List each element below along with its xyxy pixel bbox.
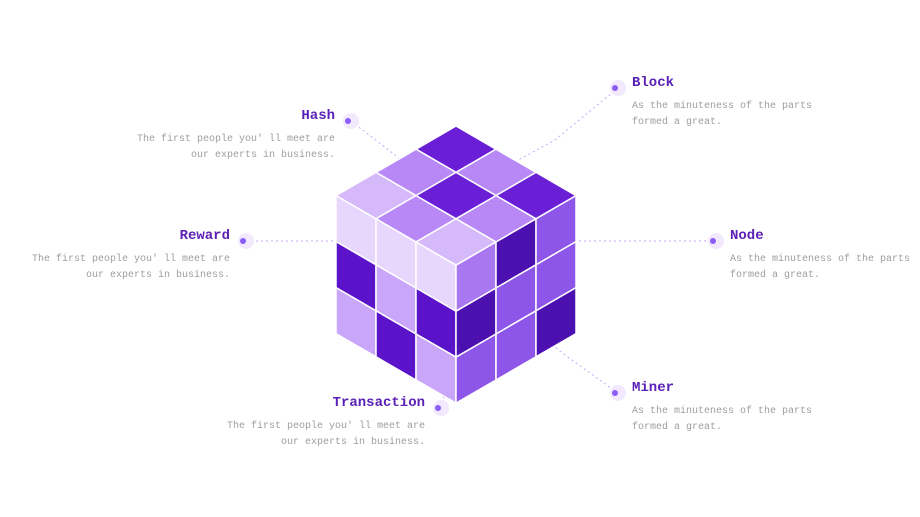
label-miner: Miner As the minuteness of the parts form… bbox=[632, 380, 832, 436]
label-desc-block: As the minuteness of the parts formed a … bbox=[632, 99, 832, 131]
bullet-block bbox=[610, 80, 626, 96]
bullet-node bbox=[708, 233, 724, 249]
label-desc-miner: As the minuteness of the parts formed a … bbox=[632, 404, 832, 436]
label-title-block: Block bbox=[632, 75, 832, 91]
label-title-miner: Miner bbox=[632, 380, 832, 396]
label-desc-transaction: The first people you' ll meet are our ex… bbox=[225, 419, 425, 451]
label-desc-reward: The first people you' ll meet are our ex… bbox=[30, 252, 230, 284]
label-title-hash: Hash bbox=[135, 108, 335, 124]
label-reward: Reward The first people you' ll meet are … bbox=[30, 228, 230, 284]
label-title-reward: Reward bbox=[30, 228, 230, 244]
label-title-transaction: Transaction bbox=[225, 395, 425, 411]
bullet-hash bbox=[343, 113, 359, 129]
label-hash: Hash The first people you' ll meet are ou… bbox=[135, 108, 335, 164]
label-transaction: Transaction The first people you' ll meet… bbox=[225, 395, 425, 451]
label-block: Block As the minuteness of the parts form… bbox=[632, 75, 832, 131]
label-title-node: Node bbox=[730, 228, 920, 244]
label-desc-hash: The first people you' ll meet are our ex… bbox=[135, 132, 335, 164]
bullet-transaction bbox=[433, 400, 449, 416]
isometric-cube bbox=[326, 116, 586, 413]
label-node: Node As the minuteness of the parts forme… bbox=[730, 228, 920, 284]
bullet-reward bbox=[238, 233, 254, 249]
bullet-miner bbox=[610, 385, 626, 401]
diagram-canvas: Block As the minuteness of the parts form… bbox=[0, 0, 920, 517]
label-desc-node: As the minuteness of the parts formed a … bbox=[730, 252, 920, 284]
